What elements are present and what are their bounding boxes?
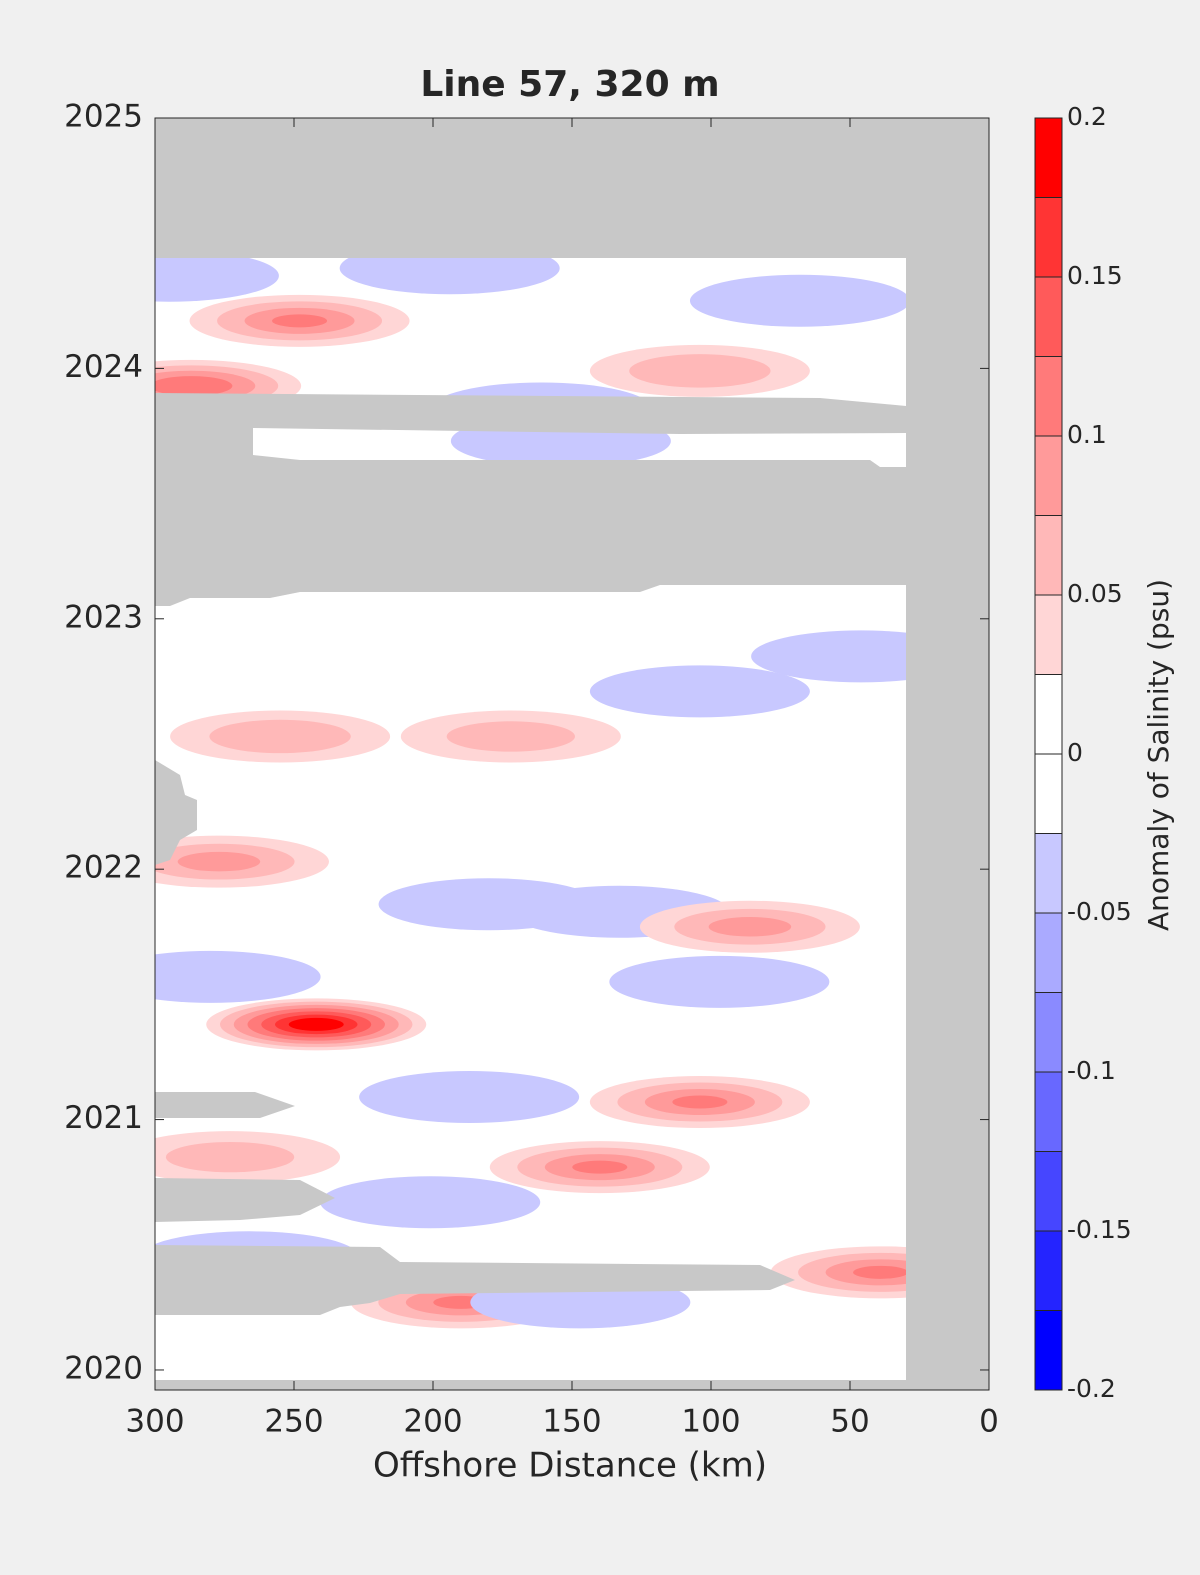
colorbar-band bbox=[1035, 913, 1062, 993]
anomaly-contour bbox=[165, 1141, 295, 1173]
anomaly-contour bbox=[589, 665, 810, 718]
anomaly-contour bbox=[155, 258, 279, 302]
colorbar-band bbox=[1035, 118, 1062, 198]
anomaly-contour bbox=[177, 851, 261, 872]
colorbar-band bbox=[1035, 674, 1062, 754]
anomaly-contour bbox=[155, 950, 321, 1003]
gap bbox=[155, 1178, 335, 1222]
colorbar-band bbox=[1035, 1310, 1062, 1390]
x-axis-label: Offshore Distance (km) bbox=[373, 1446, 767, 1486]
anomaly-contour bbox=[689, 274, 906, 327]
colorbar-tick-label: -0.15 bbox=[1067, 1215, 1132, 1244]
colorbar-band bbox=[1035, 1151, 1062, 1231]
colorbar-tick-label: -0.1 bbox=[1067, 1056, 1116, 1085]
anomaly-contour bbox=[339, 258, 560, 295]
colorbar-band bbox=[1035, 595, 1062, 675]
colorbar-band bbox=[1035, 515, 1062, 595]
x-tick-label: 150 bbox=[542, 1404, 601, 1440]
chart-title: Line 57, 320 m bbox=[420, 64, 719, 105]
x-tick-label: 250 bbox=[264, 1404, 323, 1440]
colorbar-band bbox=[1035, 356, 1062, 436]
anomaly-contour bbox=[288, 1017, 344, 1031]
anomaly-contour bbox=[209, 719, 351, 754]
anomaly-contour bbox=[320, 1176, 541, 1229]
x-tick-label: 50 bbox=[830, 1404, 869, 1440]
missing-data-gaps bbox=[155, 393, 906, 1315]
colorbar-band bbox=[1035, 197, 1062, 277]
y-tick-label: 2025 bbox=[64, 99, 143, 135]
y-tick-label: 2023 bbox=[64, 599, 143, 635]
colorbar-band bbox=[1035, 992, 1062, 1072]
colorbar-band bbox=[1035, 833, 1062, 913]
gap bbox=[155, 1092, 295, 1118]
colorbar-tick-label: 0 bbox=[1067, 738, 1083, 767]
anomaly-contour bbox=[446, 721, 576, 752]
colorbar-band bbox=[1035, 754, 1062, 834]
y-tick-label: 2022 bbox=[64, 850, 143, 886]
colorbar-band bbox=[1035, 436, 1062, 516]
gap bbox=[155, 393, 906, 606]
x-tick-label: 100 bbox=[681, 1404, 740, 1440]
anomaly-contour bbox=[272, 314, 328, 328]
x-tick-label: 200 bbox=[403, 1404, 462, 1440]
colorbar-tick-label: 0.15 bbox=[1067, 261, 1123, 290]
anomaly-contour bbox=[708, 917, 792, 937]
colorbar-tick-label: 0.2 bbox=[1067, 102, 1107, 131]
y-tick-label: 2020 bbox=[64, 1350, 143, 1386]
anomaly-contour bbox=[572, 1160, 628, 1174]
anomaly-contour bbox=[629, 354, 771, 388]
anomaly-contour bbox=[359, 1071, 580, 1124]
colorbar-band bbox=[1035, 1072, 1062, 1152]
colorbar-band bbox=[1035, 277, 1062, 357]
y-tick-label: 2024 bbox=[64, 349, 143, 385]
anomaly-contour bbox=[672, 1095, 728, 1109]
axes: 300 250 200 150 100 50 0 2020 2021 2022 2023 2024 20… bbox=[64, 99, 999, 1440]
anomaly-contour bbox=[155, 376, 233, 396]
anomaly-contour bbox=[378, 878, 599, 931]
colorbar-band bbox=[1035, 1231, 1062, 1311]
anomaly-contour bbox=[853, 1265, 906, 1279]
colorbar-tick-label: -0.2 bbox=[1067, 1374, 1116, 1403]
colorbar-tick-label: 0.05 bbox=[1067, 579, 1123, 608]
gap bbox=[155, 760, 197, 865]
x-tick-label: 300 bbox=[125, 1404, 184, 1440]
anomaly-contour bbox=[751, 630, 906, 683]
colorbar-tick-label: -0.05 bbox=[1067, 897, 1132, 926]
y-tick-label: 2021 bbox=[64, 1100, 143, 1136]
colorbar-tick-label: 0.1 bbox=[1067, 420, 1107, 449]
gap bbox=[155, 1245, 795, 1315]
colorbar-label: Anomaly of Salinity (psu) bbox=[1142, 579, 1175, 931]
x-tick-label: 0 bbox=[979, 1404, 999, 1440]
anomaly-contour bbox=[609, 955, 830, 1008]
